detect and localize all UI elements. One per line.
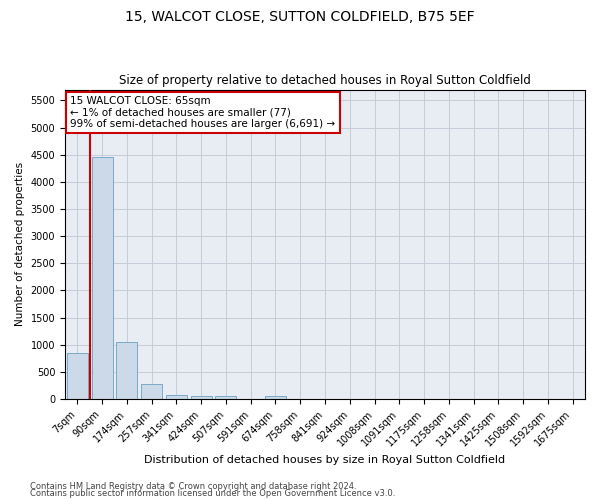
Bar bbox=[166, 394, 187, 399]
Bar bbox=[141, 384, 162, 399]
Bar bbox=[92, 158, 113, 399]
Text: 15 WALCOT CLOSE: 65sqm
← 1% of detached houses are smaller (77)
99% of semi-deta: 15 WALCOT CLOSE: 65sqm ← 1% of detached … bbox=[70, 96, 335, 129]
Bar bbox=[116, 342, 137, 399]
Bar bbox=[67, 353, 88, 399]
Text: Contains public sector information licensed under the Open Government Licence v3: Contains public sector information licen… bbox=[30, 490, 395, 498]
Bar bbox=[191, 396, 212, 399]
Title: Size of property relative to detached houses in Royal Sutton Coldfield: Size of property relative to detached ho… bbox=[119, 74, 531, 87]
Bar bbox=[265, 396, 286, 399]
Text: Contains HM Land Registry data © Crown copyright and database right 2024.: Contains HM Land Registry data © Crown c… bbox=[30, 482, 356, 491]
Bar bbox=[215, 396, 236, 399]
Y-axis label: Number of detached properties: Number of detached properties bbox=[15, 162, 25, 326]
Text: 15, WALCOT CLOSE, SUTTON COLDFIELD, B75 5EF: 15, WALCOT CLOSE, SUTTON COLDFIELD, B75 … bbox=[125, 10, 475, 24]
X-axis label: Distribution of detached houses by size in Royal Sutton Coldfield: Distribution of detached houses by size … bbox=[145, 455, 506, 465]
